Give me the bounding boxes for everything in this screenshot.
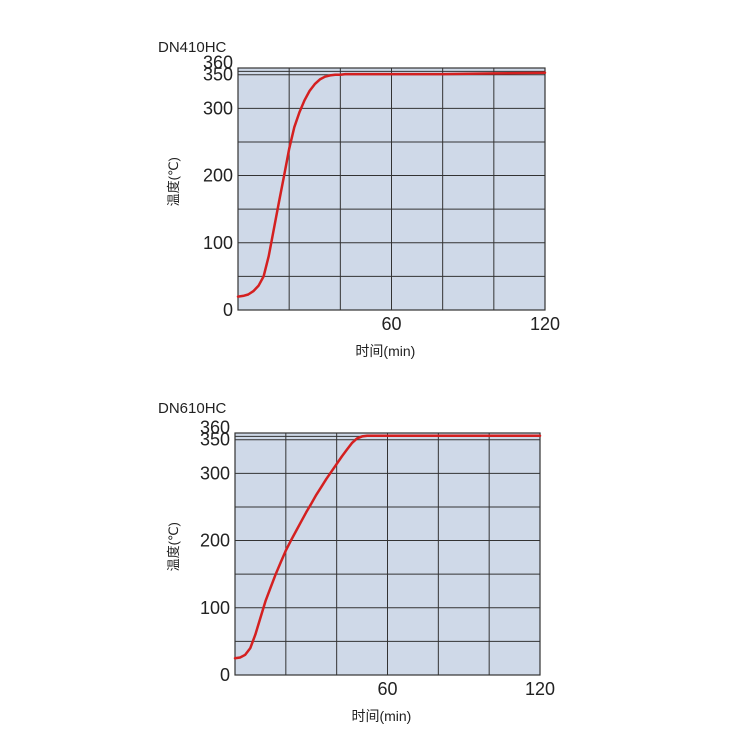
x-tick-label: 120: [530, 314, 560, 334]
y-tick-label: 0: [220, 665, 230, 685]
chart-title: DN610HC: [158, 400, 227, 417]
y-tick-label: 100: [200, 598, 230, 618]
x-tick-label: 60: [377, 679, 397, 699]
series-line: [236, 71, 547, 298]
y-tick-label: 100: [203, 233, 233, 253]
y-tick-label: 360: [200, 418, 230, 438]
y-tick-label: 350: [203, 65, 233, 85]
x-axis-label: 时间(min): [355, 343, 415, 359]
y-tick-label: 360: [203, 53, 233, 73]
x-axis-label: 时间(min): [351, 708, 411, 724]
y-tick-label: 200: [200, 531, 230, 551]
y-tick-label: 350: [200, 430, 230, 450]
y-tick-label: 300: [200, 463, 230, 483]
plot-frame: [234, 432, 541, 676]
x-tick-label: 120: [525, 679, 555, 699]
y-tick-label: 300: [203, 98, 233, 118]
y-tick-label: 200: [203, 166, 233, 186]
chart-title: DN410HC: [158, 39, 227, 56]
y-tick-label: 0: [223, 300, 233, 320]
series-line: [233, 434, 542, 660]
plot-frame: [237, 67, 546, 311]
x-tick-label: 60: [381, 314, 401, 334]
y-axis-label: 温度(℃): [166, 157, 181, 206]
y-axis-label: 温度(℃): [166, 522, 181, 571]
